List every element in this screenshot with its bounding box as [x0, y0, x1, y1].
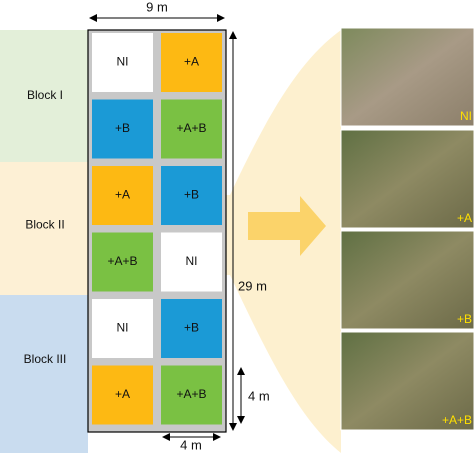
plot-label: +A+B: [176, 387, 206, 401]
plot-cell: [92, 166, 153, 225]
curve-bottom: [226, 275, 341, 453]
block-band: [0, 30, 88, 162]
plot-label: +B: [115, 121, 130, 135]
plot-cell: [161, 299, 222, 358]
photo-label: +A: [457, 211, 472, 225]
plot-label: +A: [115, 188, 130, 202]
plot-height-label: 4 m: [248, 388, 270, 403]
width-label: 9 m: [146, 0, 168, 14]
length-label: 29 m: [238, 278, 267, 293]
block-band: [0, 295, 88, 453]
plot-label: +A+B: [107, 254, 137, 268]
photo: [340, 230, 474, 330]
plot-label: +A: [115, 387, 130, 401]
plot-label: +A+B: [176, 121, 206, 135]
photo: [340, 129, 474, 229]
plot-label: NI: [186, 254, 198, 268]
plot-cell: [92, 299, 153, 358]
big-arrow: [248, 196, 326, 256]
block-band: [0, 162, 88, 295]
photo-label: NI: [460, 109, 472, 123]
plot-cell: [161, 232, 222, 292]
plot-cell: [161, 33, 222, 92]
plot-label: +B: [184, 188, 199, 202]
plot-cell: [92, 232, 153, 292]
plot-label: +B: [184, 321, 199, 335]
field: [87, 29, 227, 433]
plot-cell: [92, 99, 153, 159]
plot-width-label: 4 m: [180, 437, 202, 452]
photo: [340, 27, 474, 127]
plot-cell: [161, 166, 222, 225]
curve-top: [226, 30, 341, 195]
block-label: Block II: [25, 218, 64, 232]
plot-cell: [161, 365, 222, 425]
plot-label: NI: [117, 55, 129, 69]
plot-cell: [161, 99, 222, 159]
photo-label: +A+B: [442, 413, 472, 427]
photo-label: +B: [457, 312, 472, 326]
dimensions: 9 m 29 m 4 m 4 m: [89, 0, 270, 452]
block-label: Block I: [27, 88, 63, 102]
plot-cell: [92, 33, 153, 92]
photo: [340, 331, 474, 431]
plot-label: NI: [117, 321, 129, 335]
plot-label: +A: [184, 55, 199, 69]
block-label: Block III: [24, 352, 67, 366]
plot-cell: [92, 365, 153, 425]
background: [226, 30, 341, 453]
